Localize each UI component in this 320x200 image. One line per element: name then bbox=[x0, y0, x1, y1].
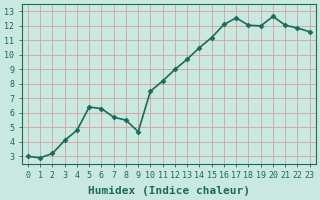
X-axis label: Humidex (Indice chaleur): Humidex (Indice chaleur) bbox=[88, 186, 250, 196]
